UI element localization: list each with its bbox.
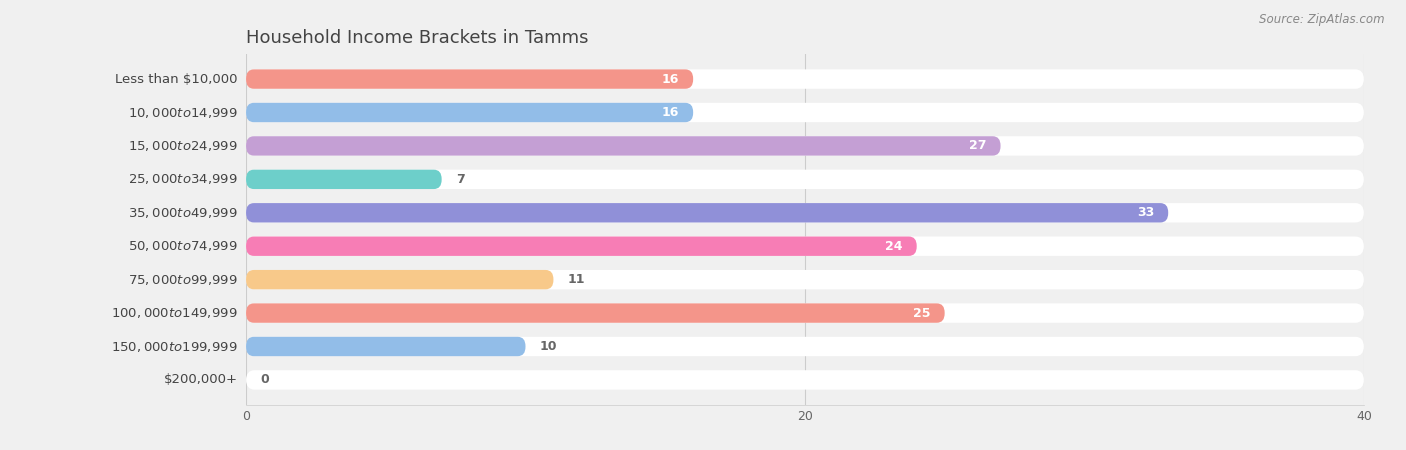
Text: 11: 11	[568, 273, 585, 286]
FancyBboxPatch shape	[246, 237, 1364, 256]
Text: $200,000+: $200,000+	[163, 374, 238, 387]
Text: Household Income Brackets in Tamms: Household Income Brackets in Tamms	[246, 29, 589, 47]
FancyBboxPatch shape	[246, 69, 1364, 89]
Text: $25,000 to $34,999: $25,000 to $34,999	[128, 172, 238, 186]
Text: $50,000 to $74,999: $50,000 to $74,999	[128, 239, 238, 253]
Text: Less than $10,000: Less than $10,000	[115, 72, 238, 86]
FancyBboxPatch shape	[246, 103, 693, 122]
Text: 33: 33	[1137, 206, 1154, 219]
FancyBboxPatch shape	[246, 337, 1364, 356]
FancyBboxPatch shape	[246, 237, 917, 256]
FancyBboxPatch shape	[246, 103, 1364, 122]
FancyBboxPatch shape	[246, 170, 1364, 189]
FancyBboxPatch shape	[246, 337, 526, 356]
Text: $100,000 to $149,999: $100,000 to $149,999	[111, 306, 238, 320]
FancyBboxPatch shape	[246, 203, 1168, 222]
Text: 16: 16	[662, 72, 679, 86]
Text: 16: 16	[662, 106, 679, 119]
FancyBboxPatch shape	[246, 69, 693, 89]
FancyBboxPatch shape	[246, 270, 554, 289]
Text: 24: 24	[886, 240, 903, 253]
Text: 10: 10	[540, 340, 557, 353]
Text: $35,000 to $49,999: $35,000 to $49,999	[128, 206, 238, 220]
Text: Source: ZipAtlas.com: Source: ZipAtlas.com	[1260, 14, 1385, 27]
Text: 0: 0	[260, 374, 269, 387]
FancyBboxPatch shape	[246, 136, 1001, 156]
Text: $150,000 to $199,999: $150,000 to $199,999	[111, 339, 238, 354]
Text: 7: 7	[456, 173, 464, 186]
Text: $15,000 to $24,999: $15,000 to $24,999	[128, 139, 238, 153]
Text: $75,000 to $99,999: $75,000 to $99,999	[128, 273, 238, 287]
FancyBboxPatch shape	[246, 270, 1364, 289]
FancyBboxPatch shape	[246, 370, 1364, 390]
Text: $10,000 to $14,999: $10,000 to $14,999	[128, 105, 238, 120]
FancyBboxPatch shape	[246, 170, 441, 189]
FancyBboxPatch shape	[246, 303, 945, 323]
Text: 27: 27	[969, 140, 987, 153]
FancyBboxPatch shape	[246, 303, 1364, 323]
FancyBboxPatch shape	[246, 136, 1364, 156]
Text: 25: 25	[912, 306, 931, 320]
FancyBboxPatch shape	[246, 203, 1364, 222]
